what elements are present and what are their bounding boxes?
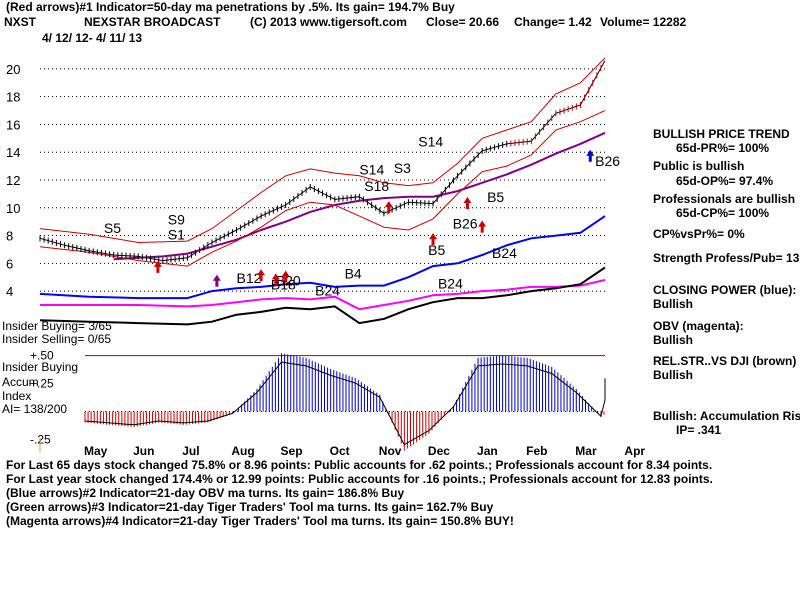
- volume-value: Volume= 12282: [600, 15, 687, 29]
- y-tick-label: 18: [6, 90, 20, 105]
- accum-ma-line: [84, 361, 606, 446]
- annotation-b5: B5: [487, 189, 504, 205]
- insider-buying-label: Insider Buying: [2, 360, 79, 374]
- signal-arrow: [586, 149, 595, 162]
- insider-buying-count: Insider Buying= 3/65: [2, 319, 112, 333]
- side-ip: IP= .341: [676, 423, 722, 437]
- annotation-b5: B5: [428, 242, 445, 258]
- y-tick-label: 14: [6, 145, 20, 160]
- company-name: NEXSTAR BROADCAST: [84, 15, 221, 29]
- x-tick-label: May: [84, 444, 108, 458]
- annotation-b26: B26: [595, 153, 620, 169]
- side-strength: Strength Profess/Pub= 13: [653, 251, 800, 265]
- series-upper-band: [39, 57, 606, 244]
- date-range: 4/ 12/ 12- 4/ 11/ 13: [42, 31, 143, 45]
- signal-arrow: [463, 197, 472, 209]
- y-tick-label: 10: [6, 201, 20, 216]
- signal-arrow: [257, 269, 266, 282]
- series-closing-power: [39, 215, 606, 300]
- side-trend: BULLISH PRICE TREND: [653, 127, 790, 141]
- signal-arrow: [271, 273, 280, 286]
- x-tick-label: Apr: [624, 444, 645, 458]
- signal-arrow: [478, 220, 487, 233]
- side-obv-status: Bullish: [653, 333, 694, 347]
- annotation-b4: B4: [345, 266, 362, 282]
- annotation-b24: B24: [492, 245, 517, 261]
- x-tick-label: Aug: [231, 444, 254, 458]
- signal-arrow: [153, 260, 162, 273]
- close-value: Close= 20.66: [426, 15, 500, 29]
- ai-value: AI= 138/200: [2, 402, 68, 416]
- copyright: (C) 2013 www.tigersoft.com: [250, 15, 407, 29]
- signal-arrow: [429, 233, 438, 246]
- footer-magenta-arrows: (Magenta arrows)#4 Indicator=21-day Tige…: [6, 514, 514, 528]
- y-tick-label: 4: [6, 284, 13, 299]
- annotation-s18: S18: [364, 178, 389, 194]
- signal-arrow: [281, 270, 290, 283]
- side-pr: 65d-PR%= 100%: [676, 141, 770, 155]
- annotation-b24: B24: [438, 275, 463, 291]
- x-tick-label: Oct: [330, 444, 350, 458]
- change-value: Change= 1.42: [514, 15, 592, 29]
- side-accum: Bullish: Accumulation Risi: [653, 409, 800, 423]
- side-prof: Professionals are bullish: [653, 192, 796, 206]
- y-tick-label: 8: [6, 229, 13, 244]
- series-price: [39, 60, 606, 262]
- y-tick-label: 6: [6, 256, 13, 271]
- series-lower-band: [39, 110, 606, 267]
- indicator-1-line: (Red arrows)#1 Indicator=50-day ma penet…: [6, 0, 455, 14]
- x-tick-label: Feb: [526, 444, 547, 458]
- y-tick-label: 16: [6, 117, 20, 132]
- side-cp-title: CLOSING POWER (blue):: [653, 283, 797, 297]
- side-cp-status: Bullish: [653, 297, 694, 311]
- footer-green-arrows: (Green arrows)#3 Indicator=21-day Tiger …: [6, 500, 494, 514]
- accum-tick-label: -.25: [30, 432, 51, 446]
- chart-series: [39, 57, 606, 326]
- x-tick-label: Jul: [182, 444, 199, 458]
- side-op: 65d-OP%= 97.4%: [676, 174, 774, 188]
- side-rs-title: REL.STR..VS DJI (brown): [653, 354, 797, 368]
- footer-year: For Last year stock changed 174.4% or 12…: [6, 472, 713, 486]
- x-tick-label: Sep: [281, 444, 303, 458]
- x-tick-label: Dec: [428, 444, 450, 458]
- annotation-s14: S14: [359, 161, 384, 177]
- x-tick-label: Mar: [575, 444, 597, 458]
- annotation-s1: S1: [168, 227, 185, 243]
- side-rs-status: Bullish: [653, 368, 694, 382]
- index-label: Index: [2, 389, 32, 403]
- accum-tick-label: +.50: [30, 349, 54, 363]
- side-obv-title: OBV (magenta):: [653, 319, 744, 333]
- series-obv: [40, 279, 606, 311]
- x-tick-label: Jan: [477, 444, 498, 458]
- y-tick-label: 12: [6, 173, 20, 188]
- annotation-b26: B26: [453, 216, 478, 232]
- accum-tick-label: +.25: [30, 377, 54, 391]
- series-rel-strength-vs-dji: [39, 266, 606, 326]
- annotation-b12: B12: [237, 270, 262, 286]
- annotation-s9: S9: [168, 211, 185, 227]
- annotation-s3: S3: [394, 160, 411, 176]
- x-tick-label: Nov: [379, 444, 402, 458]
- accumulation-index: +.50 +.25 -.25: [30, 349, 606, 451]
- annotation-s5: S5: [104, 220, 121, 236]
- side-public: Public is bullish: [653, 159, 745, 173]
- signal-arrow: [212, 274, 221, 287]
- ticker: NXST: [4, 15, 37, 29]
- side-cp: 65d-CP%= 100%: [676, 206, 770, 220]
- x-axis: May Jun Jul Aug Sep Oct Nov Dec Jan Feb Mar Apr: [84, 444, 645, 458]
- signal-arrow: [384, 201, 393, 214]
- insider-selling-count: Insider Selling= 0/65: [2, 332, 112, 346]
- accum-label: Accum: [2, 375, 39, 389]
- y-tick-label: 20: [6, 62, 20, 77]
- footer-blue-arrows: (Blue arrows)#2 Indicator=21-day OBV ma …: [6, 486, 405, 500]
- annotation-b24: B24: [315, 282, 340, 298]
- x-tick-label: Jun: [133, 444, 154, 458]
- y-axis: 4 6 8 10 12 14 16 18 20: [6, 62, 20, 299]
- annotation-s14: S14: [418, 134, 443, 150]
- side-cpvspr: CP%vsPr%= 0%: [653, 227, 745, 241]
- footer-65day: For Last 65 days stock changed 75.8% or …: [6, 458, 713, 472]
